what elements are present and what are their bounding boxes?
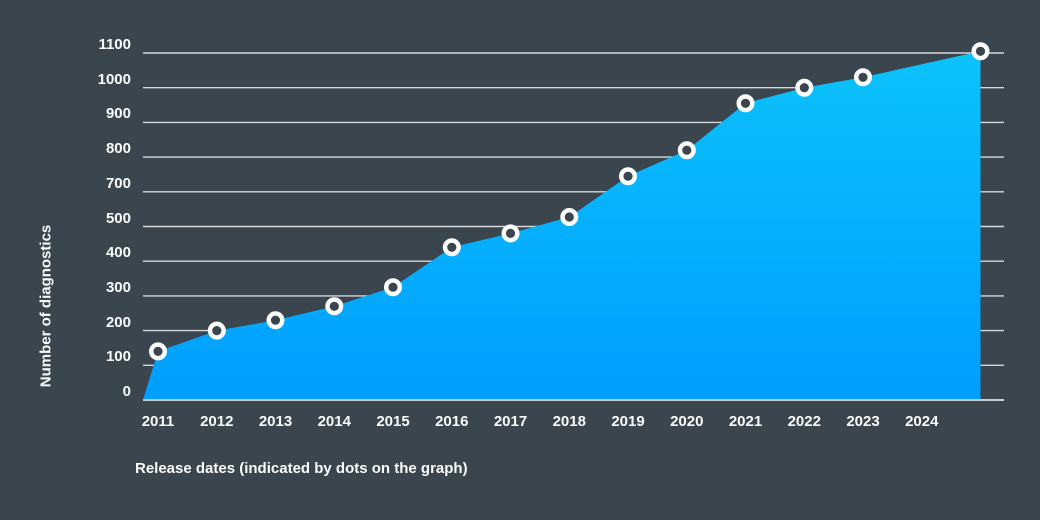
x-tick-label: 2012 bbox=[200, 413, 234, 430]
x-axis-caption: Release dates (indicated by dots on the … bbox=[135, 460, 468, 477]
y-tick-label: 300 bbox=[105, 278, 131, 296]
x-tick-label: 2015 bbox=[376, 413, 410, 430]
x-tick-label: 2021 bbox=[728, 413, 763, 430]
data-point-dot bbox=[619, 167, 638, 186]
data-point-dot bbox=[384, 278, 403, 297]
data-point-dot bbox=[442, 238, 461, 257]
y-tick-label: 200 bbox=[105, 313, 131, 331]
data-point-dot bbox=[736, 94, 755, 113]
x-tick-label: 2022 bbox=[787, 413, 821, 430]
y-tick-label: 800 bbox=[105, 140, 131, 158]
y-tick-label: 400 bbox=[105, 244, 131, 262]
data-point-dot bbox=[148, 342, 167, 361]
data-point-dot bbox=[266, 311, 285, 330]
data-point-dot bbox=[971, 42, 990, 61]
data-point-dot bbox=[325, 297, 344, 316]
y-tick-label: 1100 bbox=[98, 36, 131, 53]
data-point-dot bbox=[677, 141, 696, 160]
x-tick-label: 2017 bbox=[493, 413, 528, 430]
data-point-dot bbox=[854, 68, 873, 87]
x-tick-label: 2023 bbox=[846, 413, 880, 430]
x-tick-label: 2019 bbox=[611, 413, 645, 430]
data-point-dot bbox=[795, 78, 814, 97]
y-axis-title: Number of diagnostics bbox=[37, 224, 55, 388]
x-tick-label: 2024 bbox=[905, 413, 939, 430]
y-tick-label: 1000 bbox=[97, 70, 131, 88]
x-tick-label: 2020 bbox=[670, 413, 704, 430]
x-tick-label: 2014 bbox=[317, 413, 351, 430]
x-tick-label: 2018 bbox=[552, 413, 586, 430]
data-point-dot bbox=[560, 207, 579, 226]
x-tick-label: 2013 bbox=[258, 413, 293, 430]
data-point-dot bbox=[207, 321, 226, 340]
y-tick-label: 900 bbox=[105, 105, 131, 123]
data-point-dot bbox=[501, 224, 520, 243]
y-tick-label: 500 bbox=[105, 209, 131, 227]
area-series bbox=[143, 51, 981, 401]
y-tick-label: 700 bbox=[105, 174, 131, 192]
y-tick-label: 100 bbox=[105, 348, 131, 366]
y-tick-label: 0 bbox=[122, 383, 131, 400]
x-tick-label: 2011 bbox=[141, 413, 175, 430]
x-tick-label: 2016 bbox=[435, 413, 469, 430]
